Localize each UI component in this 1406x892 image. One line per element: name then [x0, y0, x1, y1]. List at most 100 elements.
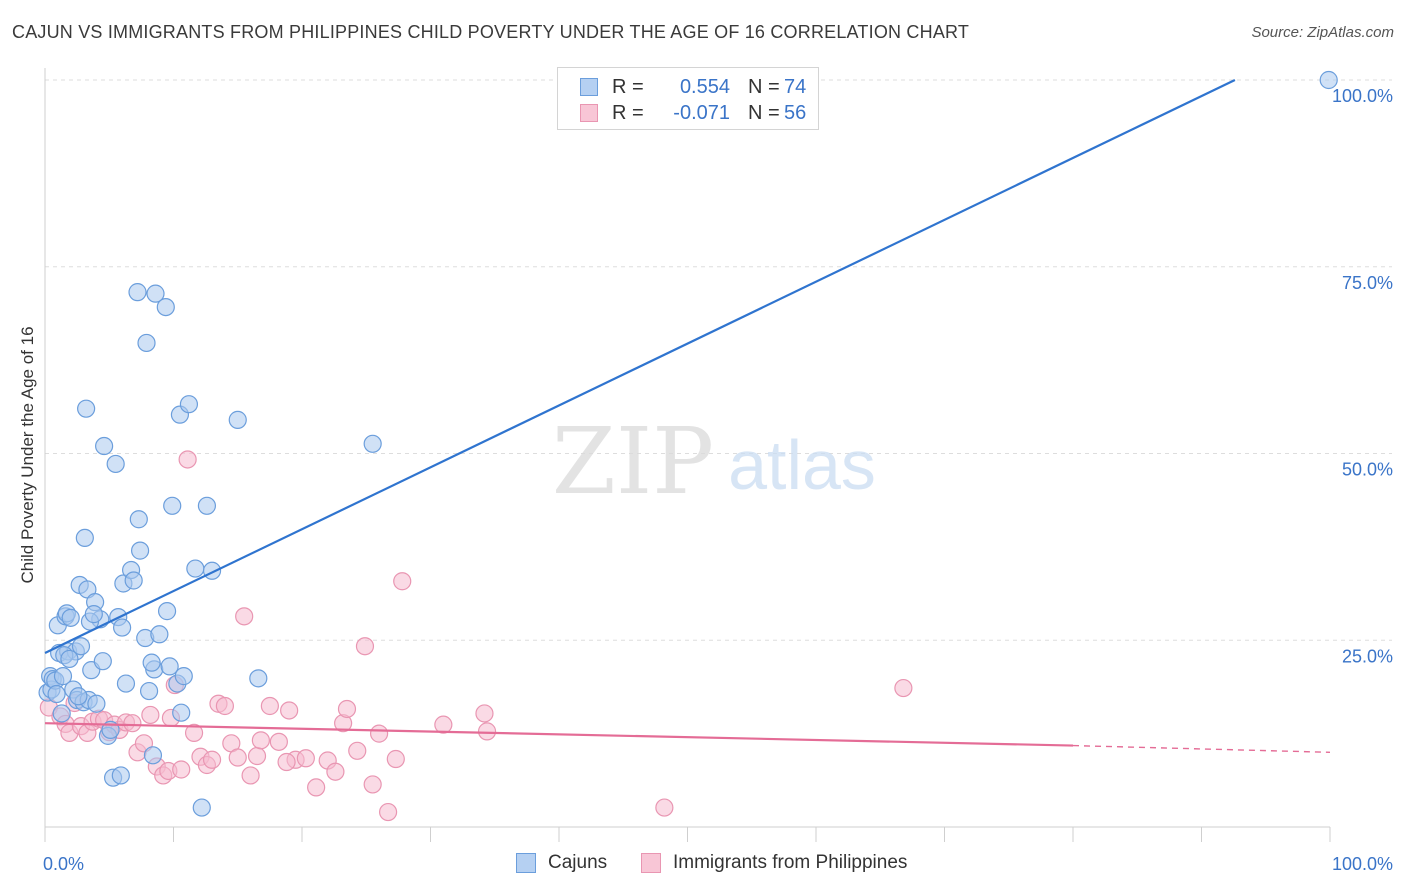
- philippines-point: [277, 752, 296, 772]
- philippines-point: [260, 696, 279, 716]
- series-legend: Cajuns Immigrants from Philippines: [0, 852, 1406, 878]
- cajun-point: [143, 746, 163, 765]
- legend-row-cajuns: R = 0.554 N = 74: [580, 75, 806, 99]
- legend-n-value: 74: [784, 75, 807, 98]
- cajun-point: [192, 798, 211, 817]
- cajun-point: [172, 703, 191, 722]
- legend-r-value: -0.071: [673, 101, 730, 124]
- trend-lines: [44, 79, 1331, 753]
- cajun-point: [150, 625, 169, 644]
- philippines-point: [655, 798, 674, 817]
- cajun-point: [106, 454, 125, 474]
- series-philippines-points: [39, 450, 913, 822]
- cajun-point: [228, 410, 247, 429]
- cajun-point: [69, 687, 88, 706]
- cajun-point: [363, 434, 382, 453]
- cajun-trend-line: [44, 79, 1236, 654]
- y-tick-label: 75.0%: [1342, 273, 1393, 293]
- cajun-point: [139, 681, 159, 701]
- cajun-point: [186, 559, 205, 578]
- legend-swatch-pink: [580, 104, 598, 122]
- philippines-point: [172, 760, 191, 779]
- cajun-point: [60, 649, 79, 669]
- chart-title: CAJUN VS IMMIGRANTS FROM PHILIPPINES CHI…: [12, 22, 970, 42]
- y-tick-label: 25.0%: [1342, 646, 1393, 666]
- cajun-point: [179, 395, 199, 414]
- philippines-trend-extension: [1072, 744, 1331, 753]
- tick-labels: 100.0% 75.0% 50.0% 25.0% 0.0% 100.0%: [43, 86, 1393, 874]
- philippines-point: [326, 762, 345, 781]
- philippines-point: [184, 723, 204, 742]
- cajun-point: [197, 496, 217, 515]
- legend-item-philippines[interactable]: Immigrants from Philippines: [641, 852, 907, 874]
- philippines-point: [386, 749, 405, 769]
- watermark-atlas: atlas: [728, 426, 876, 504]
- philippines-point: [296, 749, 315, 768]
- philippines-point: [241, 766, 260, 785]
- cajun-point: [47, 684, 66, 704]
- philippines-point: [202, 750, 222, 769]
- cajun-point: [249, 669, 268, 688]
- legend-label-philippines: Immigrants from Philippines: [673, 852, 908, 873]
- cajun-point: [93, 652, 112, 671]
- philippines-point: [228, 748, 247, 767]
- cajun-point: [53, 667, 73, 686]
- y-tick-label: 100.0%: [1332, 86, 1393, 106]
- cajun-point: [1319, 70, 1338, 90]
- cajun-point: [84, 605, 103, 624]
- philippines-point: [894, 678, 913, 698]
- philippines-point: [370, 724, 389, 743]
- correlation-legend: R = 0.554 N = 74 R = -0.071 N = 56: [557, 67, 819, 130]
- cajun-point: [71, 637, 91, 656]
- philippines-point: [247, 746, 267, 766]
- philippines-trend-line: [44, 722, 1074, 747]
- philippines-point: [269, 732, 288, 751]
- cajun-point: [163, 496, 182, 515]
- legend-item-cajuns[interactable]: Cajuns: [516, 852, 607, 874]
- legend-n-label: N =: [748, 75, 780, 98]
- legend-swatch-blue: [580, 78, 598, 96]
- cajun-point: [156, 297, 175, 317]
- philippines-point: [235, 607, 254, 626]
- legend-swatch-cajuns: [516, 853, 536, 873]
- x-tick-label-min: 0.0%: [43, 854, 84, 874]
- y-tick-label: 50.0%: [1342, 460, 1393, 480]
- philippines-point: [178, 450, 197, 469]
- philippines-point: [393, 572, 412, 591]
- cajun-point: [75, 528, 94, 548]
- cajun-point: [137, 333, 156, 353]
- legend-r-label: R =: [612, 75, 644, 98]
- philippines-point: [434, 715, 453, 734]
- x-tick-label-max: 100.0%: [1332, 854, 1393, 874]
- cajun-point: [52, 704, 71, 723]
- cajun-point: [174, 667, 193, 686]
- cajun-point: [111, 766, 130, 785]
- philippines-point: [280, 701, 299, 720]
- cajun-point: [77, 399, 96, 418]
- philippines-point: [348, 741, 367, 760]
- cajun-point: [130, 541, 150, 560]
- philippines-point: [477, 722, 497, 741]
- philippines-point: [141, 705, 160, 725]
- cajun-point: [87, 694, 106, 713]
- cajun-point: [129, 510, 148, 529]
- philippines-point: [378, 802, 398, 822]
- legend-swatch-philippines: [641, 853, 661, 873]
- legend-n-label: N =: [748, 101, 780, 124]
- philippines-point: [337, 699, 357, 719]
- philippines-point: [123, 714, 142, 733]
- cajun-point: [157, 602, 177, 621]
- cajun-point: [160, 657, 179, 676]
- cajun-point: [116, 674, 136, 693]
- cajun-point: [61, 608, 80, 627]
- philippines-point: [251, 731, 270, 750]
- philippines-point: [215, 696, 234, 716]
- cajun-point: [124, 571, 143, 590]
- philippines-point: [355, 637, 375, 656]
- cajun-point: [142, 653, 161, 672]
- watermark-zip: ZIP: [552, 408, 714, 515]
- cajun-point: [95, 436, 114, 456]
- series-cajuns-points: [38, 70, 1338, 817]
- philippines-point: [363, 775, 382, 794]
- legend-r-label: R =: [612, 101, 644, 124]
